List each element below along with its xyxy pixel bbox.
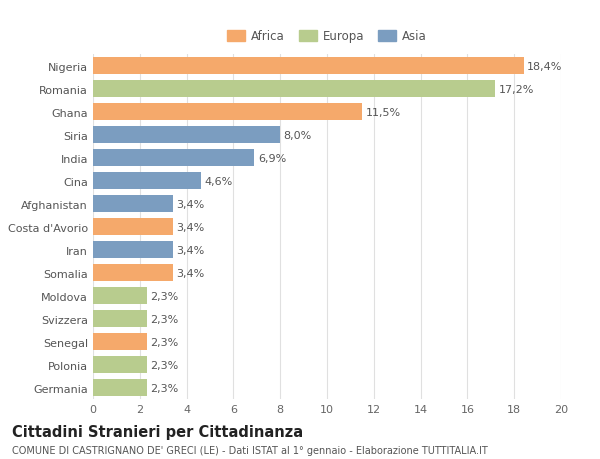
Bar [93, 265, 173, 281]
Bar [93, 380, 147, 396]
Text: 3,4%: 3,4% [176, 222, 205, 232]
Bar [93, 357, 147, 373]
Text: 4,6%: 4,6% [204, 176, 232, 186]
Text: 3,4%: 3,4% [176, 199, 205, 209]
Bar [93, 242, 173, 258]
Legend: Africa, Europa, Asia: Africa, Europa, Asia [225, 28, 429, 46]
Text: 11,5%: 11,5% [365, 107, 401, 118]
Bar [93, 81, 496, 98]
Bar [93, 196, 173, 213]
Text: 2,3%: 2,3% [151, 360, 179, 370]
Text: Cittadini Stranieri per Cittadinanza: Cittadini Stranieri per Cittadinanza [12, 425, 303, 440]
Bar [93, 150, 254, 167]
Text: 2,3%: 2,3% [151, 291, 179, 301]
Bar [93, 311, 147, 327]
Text: COMUNE DI CASTRIGNANO DE' GRECI (LE) - Dati ISTAT al 1° gennaio - Elaborazione T: COMUNE DI CASTRIGNANO DE' GRECI (LE) - D… [12, 445, 488, 455]
Bar [93, 58, 524, 75]
Bar [93, 104, 362, 121]
Text: 2,3%: 2,3% [151, 314, 179, 324]
Bar [93, 173, 200, 190]
Text: 6,9%: 6,9% [258, 153, 286, 163]
Bar [93, 127, 280, 144]
Text: 18,4%: 18,4% [527, 62, 562, 72]
Bar [93, 219, 173, 235]
Bar [93, 334, 147, 350]
Text: 3,4%: 3,4% [176, 268, 205, 278]
Bar [93, 288, 147, 304]
Text: 3,4%: 3,4% [176, 245, 205, 255]
Text: 2,3%: 2,3% [151, 383, 179, 393]
Text: 2,3%: 2,3% [151, 337, 179, 347]
Text: 8,0%: 8,0% [284, 130, 312, 140]
Text: 17,2%: 17,2% [499, 84, 535, 95]
